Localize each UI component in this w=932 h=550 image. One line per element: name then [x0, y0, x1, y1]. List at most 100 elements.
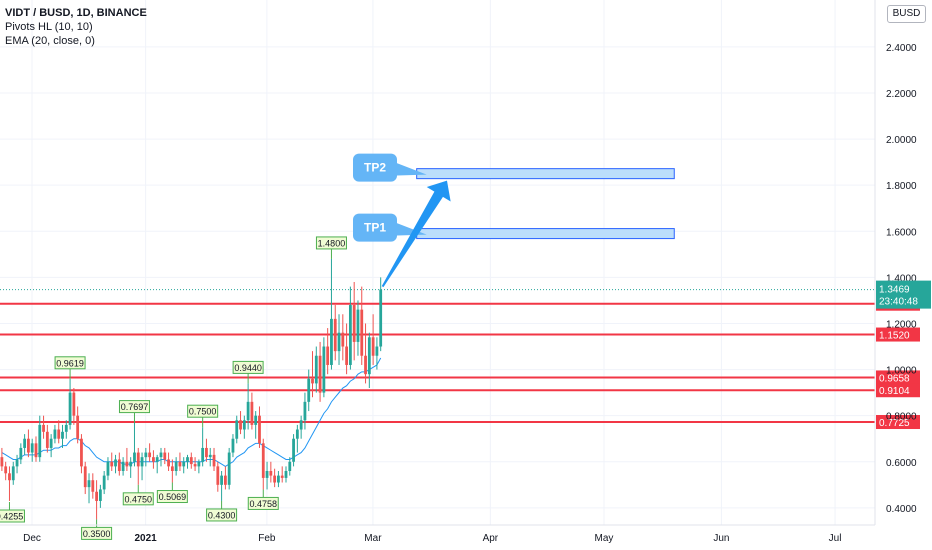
time-tick-label: Jun: [713, 533, 729, 544]
candle-body: [273, 475, 277, 483]
pivot-label: 0.4300: [208, 510, 236, 520]
currency-button[interactable]: BUSD: [887, 5, 926, 23]
pivot-label-box: [232, 360, 264, 374]
candle-body: [295, 429, 299, 439]
candle-body: [345, 346, 349, 365]
candle-body: [8, 473, 11, 481]
current-price-label: 1.3469: [879, 285, 910, 296]
pivot-label: 0.5069: [159, 492, 187, 502]
indicator-ema[interactable]: EMA (20, close, 0): [5, 35, 95, 47]
candle-body: [114, 459, 117, 467]
candle-body: [110, 461, 114, 467]
price-tick-label: 0.4000: [886, 504, 917, 515]
target-rect: [416, 168, 675, 180]
pivot-label-box: [315, 236, 347, 250]
candle-body: [367, 337, 371, 375]
candle-body: [277, 475, 280, 483]
candle-body: [189, 457, 193, 465]
candle-body: [326, 346, 330, 365]
time-tick-label: Apr: [483, 533, 499, 544]
candle-body: [23, 438, 27, 448]
level-price-tag: [876, 327, 920, 342]
time-axis[interactable]: Dec 2021 Feb Mar Apr May Jun Jul: [0, 524, 875, 544]
candle-body: [303, 401, 307, 421]
candle-body: [299, 420, 303, 430]
candle-body: [34, 443, 38, 458]
candle-body: [95, 491, 98, 501]
pivot-label-box: [156, 490, 188, 504]
candle-body: [288, 461, 292, 471]
candle-body: [333, 318, 337, 352]
callout-label: TP1: [364, 221, 386, 235]
candle-body: [220, 475, 223, 485]
candle-body: [174, 461, 178, 471]
candle-body: [57, 429, 61, 439]
candle-body: [106, 461, 110, 476]
price-tick-label: 1.6000: [886, 227, 917, 238]
candle-body: [133, 452, 136, 462]
target-zones[interactable]: TP2 TP1: [353, 153, 675, 288]
candle-body: [182, 461, 186, 467]
candle-body: [364, 355, 367, 375]
candle-body: [292, 438, 295, 462]
candle-body: [121, 461, 125, 471]
candle-body: [371, 337, 375, 356]
candle-body: [98, 489, 102, 501]
price-tick-label: 2.4000: [886, 43, 917, 54]
level-price-label: 1.1520: [879, 331, 910, 342]
candle-body: [322, 346, 326, 393]
callout-box: [353, 213, 397, 242]
pivot-label-box: [81, 526, 113, 540]
pivot-label: 0.7697: [121, 402, 149, 412]
pivot-label: 0.9619: [56, 358, 84, 368]
indicator-pivots[interactable]: Pivots HL (10, 10): [5, 21, 93, 33]
candle-body: [314, 355, 318, 384]
pivot-label: 0.9440: [234, 363, 262, 373]
candle-body: [250, 401, 254, 425]
candle-body: [205, 447, 208, 458]
candle-body: [148, 452, 152, 458]
candle-body: [45, 431, 49, 448]
level-price-tag: [876, 415, 920, 430]
pivot-label: 0.4758: [250, 499, 278, 509]
pivot-label: 0.3500: [83, 529, 111, 539]
candle-body: [102, 475, 106, 490]
candle-body: [348, 305, 352, 365]
candle-body: [197, 461, 201, 467]
pivot-label: 0.4750: [124, 494, 152, 504]
current-price-tag: [876, 280, 931, 309]
candle-body: [216, 466, 220, 485]
candle-body: [186, 457, 189, 462]
level-price-label: 0.9104: [879, 386, 910, 397]
time-tick-label: Mar: [364, 533, 382, 544]
candle-body: [311, 378, 314, 384]
candle-body: [11, 466, 15, 481]
price-tick-label: 0.8000: [886, 412, 917, 423]
price-tick-label: 1.4000: [886, 273, 917, 284]
candle-body: [76, 415, 80, 439]
candle-body: [27, 438, 30, 453]
pivot-label-box: [0, 509, 25, 523]
candle-body: [4, 466, 8, 474]
candle-body: [38, 424, 42, 458]
price-axis[interactable]: 0.4000 0.6000 0.8000 1.0000 1.2000 1.4000 1.60…: [874, 0, 931, 525]
callout-box: [353, 153, 397, 182]
candle-body: [163, 452, 167, 460]
candle-body: [246, 401, 250, 421]
candle-body: [212, 454, 216, 467]
symbol-title[interactable]: VIDT / BUSD, 1D, BINANCE: [5, 7, 147, 19]
time-tick-label: Dec: [23, 533, 41, 544]
candle-body: [30, 443, 34, 453]
candles: [0, 258, 383, 520]
candle-body: [178, 461, 182, 467]
pivot-label-box: [206, 508, 238, 522]
pivot-label: 0.7500: [189, 407, 217, 417]
candle-body: [155, 457, 159, 462]
time-tick-label: May: [595, 533, 614, 544]
candle-body: [53, 429, 57, 439]
candle-body: [61, 431, 64, 439]
candle-body: [375, 346, 379, 356]
candle-body: [360, 309, 364, 356]
time-tick-label: Feb: [258, 533, 276, 544]
